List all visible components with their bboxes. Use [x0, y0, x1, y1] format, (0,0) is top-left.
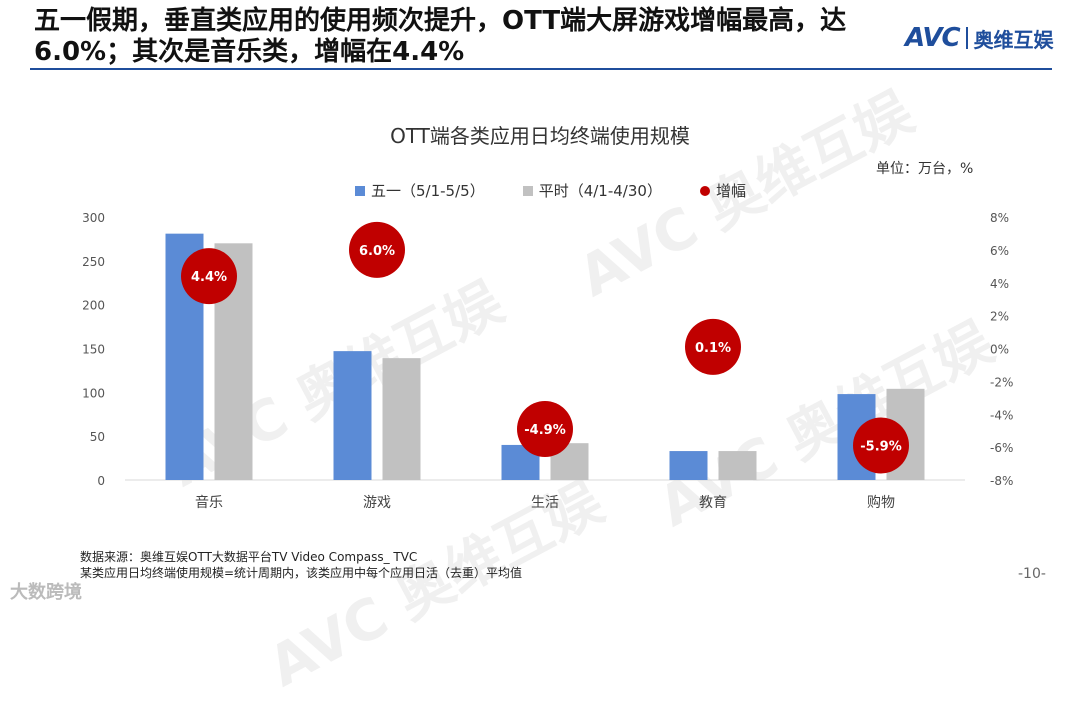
- y-right-tick-label-2: 4%: [990, 277, 1009, 291]
- y-left-tick-label-1: 50: [90, 430, 105, 444]
- y-right-tick-label-5: -2%: [990, 375, 1013, 389]
- bar-normal-4: [718, 451, 757, 480]
- headline: 五一假期，垂直类应用的使用频次提升，OTT端大屏游戏增幅最高，达6.0%；其次是…: [34, 6, 847, 67]
- y-left-tick-label-5: 250: [82, 255, 105, 269]
- y-left-tick-label-2: 100: [82, 386, 105, 400]
- legend-item-series-2: 平时（4/1-4/30）: [522, 180, 662, 201]
- legend-item-growth: 增幅: [699, 180, 746, 201]
- footnote-source: 数据来源：奥维互娱OTT大数据平台TV Video Compass_ TVC: [80, 550, 418, 564]
- y-left-tick-label-6: 300: [82, 211, 105, 225]
- y-right-tick-label-1: 6%: [990, 244, 1009, 258]
- growth-label-3: -4.9%: [524, 423, 565, 438]
- unit-label: 单位：万台，%: [876, 161, 974, 177]
- growth-marker-5: [853, 417, 909, 474]
- growth-label-5: -5.9%: [860, 439, 901, 454]
- y-right-tick-label-4: 0%: [990, 343, 1009, 357]
- x-tick-label-4: 教育: [699, 495, 727, 511]
- growth-label-1: 4.4%: [191, 270, 227, 285]
- y-right-tick-label-8: -8%: [990, 474, 1013, 488]
- chart-legend: 五一（5/1-5/5） 平时（4/1-4/30） 增幅: [355, 180, 784, 201]
- bar-holiday-4: [669, 451, 708, 480]
- y-left-tick-label-4: 200: [82, 299, 105, 313]
- footnote-definition: 某类应用日均终端使用规模=统计周期内，该类应用中每个应用日活（去重）平均值: [80, 566, 523, 580]
- header-rule: [30, 68, 1052, 70]
- logo-brand: AVC: [905, 23, 961, 53]
- x-tick-label-5: 购物: [867, 495, 895, 511]
- growth-marker-3: [517, 401, 573, 458]
- chart-title: OTT端各类应用日均终端使用规模: [390, 124, 690, 148]
- logo-cn: 奥维互娱: [973, 27, 1054, 52]
- legend-swatch-series-1: [355, 185, 365, 196]
- page-number: -10-: [1018, 566, 1046, 582]
- legend-item-series-1: 五一（5/1-5/5）: [355, 180, 485, 201]
- legend-label-growth: 增幅: [715, 182, 746, 200]
- y-right-tick-label-7: -6%: [990, 441, 1013, 455]
- growth-marker-2: [349, 221, 405, 278]
- corner-badge: 大数跨境: [10, 582, 82, 603]
- x-tick-label-1: 音乐: [195, 494, 223, 511]
- x-tick-label-2: 游戏: [363, 495, 391, 511]
- legend-label-series-2: 平时（4/1-4/30）: [538, 182, 662, 200]
- y-right-tick-label-0: 8%: [990, 211, 1009, 225]
- growth-label-4: 0.1%: [695, 341, 731, 356]
- legend-dot-growth: [699, 185, 710, 196]
- y-right-tick-label-3: 2%: [990, 310, 1009, 324]
- bar-normal-2: [382, 358, 421, 480]
- growth-label-2: 6.0%: [359, 244, 395, 259]
- y-right-tick-label-6: -4%: [990, 408, 1013, 422]
- bar-chart: 0 50 100 150 200 250 300 8% 6% 4% 2% 0% -2% -4% -6% -8%…: [82, 211, 1013, 511]
- legend-label-series-1: 五一（5/1-5/5）: [371, 182, 485, 200]
- legend-swatch-series-2: [522, 185, 533, 196]
- y-left-tick-label-0: 0: [97, 474, 105, 488]
- logo-separator: [965, 27, 968, 49]
- y-left-tick-label-3: 150: [82, 343, 105, 357]
- avc-logo: AVC 奥维互娱: [905, 23, 1054, 53]
- x-tick-label-3: 生活: [531, 495, 559, 511]
- growth-marker-1: [181, 248, 237, 305]
- growth-marker-4: [685, 318, 741, 375]
- bar-holiday-2: [333, 351, 372, 480]
